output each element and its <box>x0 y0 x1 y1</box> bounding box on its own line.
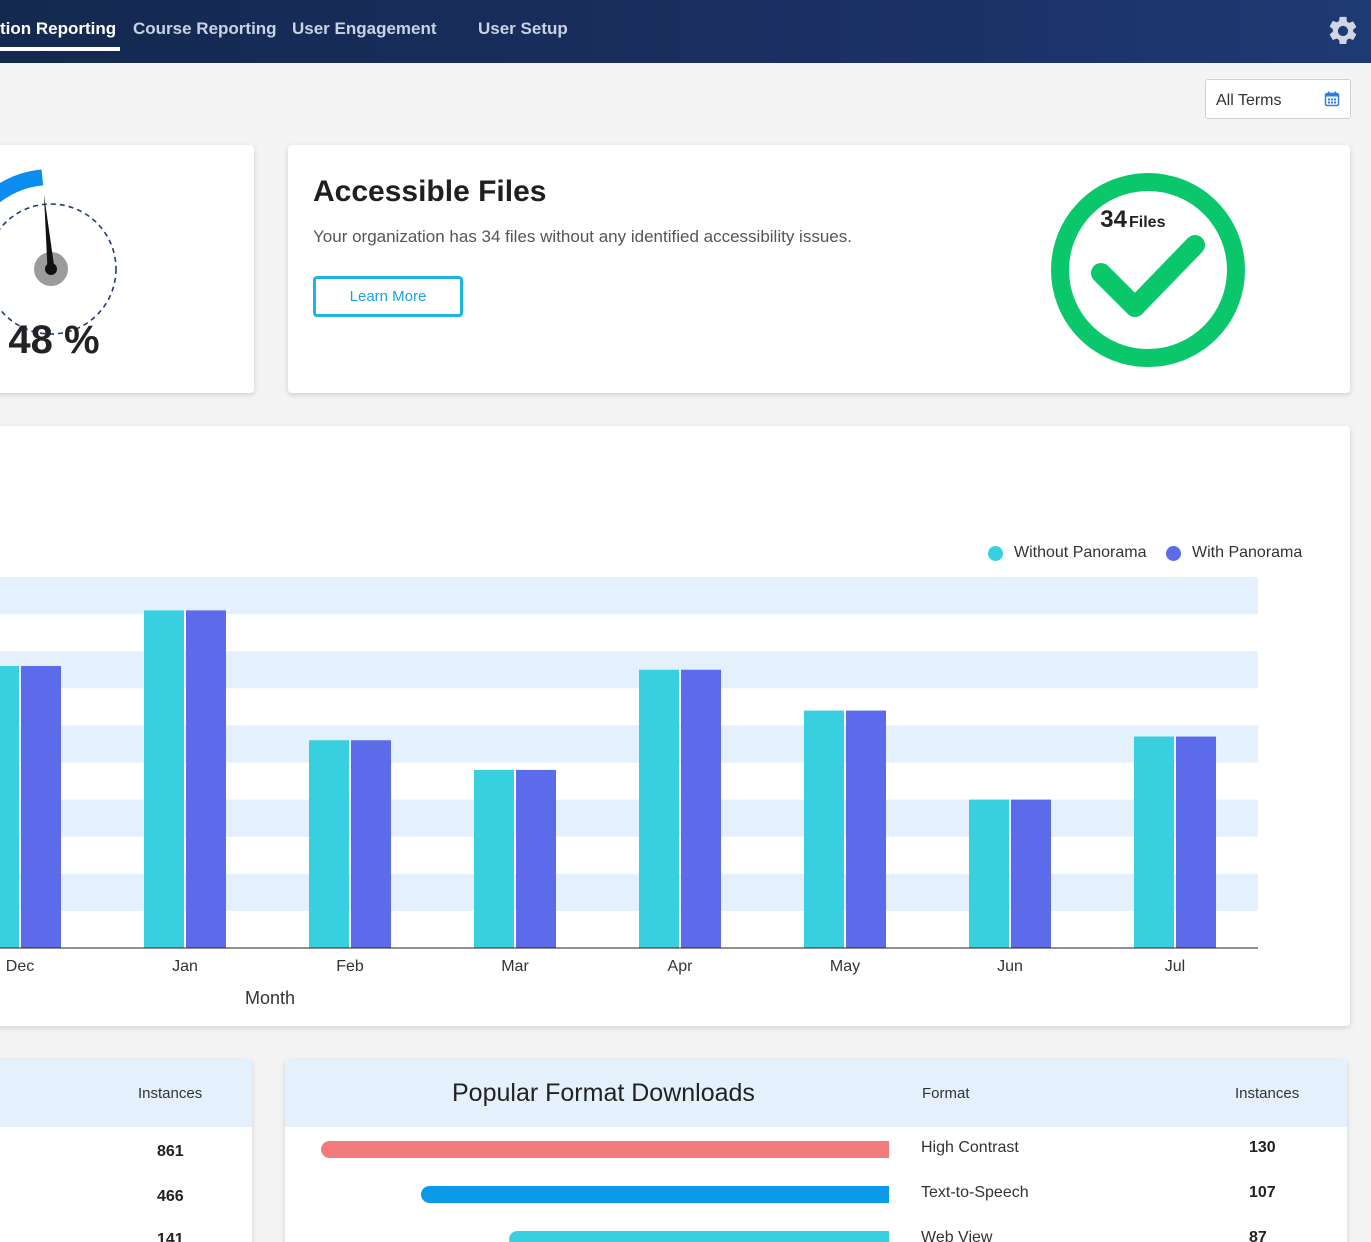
term-filter-dropdown[interactable]: All Terms <box>1205 79 1351 119</box>
format-instances: 87 <box>1249 1229 1267 1242</box>
x-axis-label: Month <box>245 988 295 1008</box>
gauge-inner-dial <box>0 203 117 335</box>
bar-with-panorama-dec <box>21 666 61 948</box>
bar-with-panorama-jun <box>1011 799 1051 948</box>
nav-tab-course-reporting[interactable]: Course Reporting <box>133 0 277 63</box>
bar-without-panorama-feb <box>309 740 349 948</box>
popular-format-downloads-card: Popular Format Downloads Format Instance… <box>285 1059 1347 1242</box>
table-header: Instances <box>0 1059 252 1127</box>
grid-band <box>0 577 1258 615</box>
files-unit-text: Files <box>1129 214 1166 231</box>
x-tick-label: Apr <box>668 958 694 975</box>
bar-with-panorama-mar <box>516 769 556 948</box>
instances-table-card: Instances 861 466 141 <box>0 1059 252 1242</box>
nav-tab-label: User Setup <box>478 19 568 38</box>
nav-tab-user-engagement[interactable]: User Engagement <box>292 0 437 63</box>
bar-without-panorama-may <box>804 710 844 948</box>
bar-with-panorama-feb <box>351 740 391 948</box>
accessible-files-card: Accessible Files Your organization has 3… <box>288 145 1350 393</box>
bar-without-panorama-apr <box>639 669 679 948</box>
monthly-bar-chart-card: Dec Jan Feb Mar Apr May Jun Jul Month Without Pa… <box>0 426 1350 1026</box>
gauge-value-text: 48 % <box>8 318 99 362</box>
format-name: Web View <box>921 1229 993 1242</box>
checkmark-icon <box>1091 235 1205 317</box>
legend-label: Without Panorama <box>1014 544 1147 561</box>
bar-with-panorama-apr <box>681 669 721 948</box>
table-cell-instances: 861 <box>157 1143 184 1160</box>
nav-tab-accessibility-reporting[interactable]: tion Reporting <box>0 0 116 63</box>
format-instances: 107 <box>1249 1184 1276 1201</box>
format-instances: 130 <box>1249 1139 1276 1156</box>
monthly-bar-chart: Dec Jan Feb Mar Apr May Jun Jul Month <box>0 577 1258 1008</box>
legend-label: With Panorama <box>1192 544 1303 561</box>
accessible-files-title: Accessible Files <box>313 175 547 208</box>
format-name: Text-to-Speech <box>921 1184 1029 1201</box>
column-header-instances: Instances <box>1235 1085 1300 1102</box>
bar-without-panorama-jul <box>1134 736 1174 948</box>
nav-tab-label: Course Reporting <box>133 19 277 38</box>
format-name: High Contrast <box>921 1139 1019 1156</box>
bar-with-panorama-jan <box>186 610 226 948</box>
format-bar <box>421 1186 889 1203</box>
gauge-needle <box>43 194 55 270</box>
accessible-files-description: Your organization has 34 files without a… <box>313 227 852 246</box>
bar-with-panorama-jul <box>1176 736 1216 948</box>
learn-more-button[interactable]: Learn More <box>313 276 463 317</box>
top-nav-bar: tion Reporting Course Reporting User Eng… <box>0 0 1371 63</box>
table-cell-instances: 466 <box>157 1188 184 1205</box>
legend-dot <box>988 546 1003 561</box>
x-tick-label: Feb <box>336 958 364 975</box>
calendar-icon <box>1324 91 1340 107</box>
x-tick-label: May <box>830 958 860 975</box>
files-count-text: 34 <box>1100 206 1127 233</box>
x-tick-label: Jul <box>1165 958 1185 975</box>
score-gauge-card: 48 % <box>0 145 254 393</box>
bar-with-panorama-may <box>846 710 886 948</box>
nav-tab-user-setup[interactable]: User Setup <box>478 0 568 63</box>
gauge-hub-center <box>45 263 57 275</box>
format-bar <box>508 1231 889 1242</box>
format-bar <box>321 1141 889 1158</box>
nav-tab-label: tion Reporting <box>0 19 117 38</box>
bar-without-panorama-jun <box>969 799 1009 948</box>
x-tick-label: Mar <box>501 958 529 975</box>
column-header-instances: Instances <box>138 1085 203 1102</box>
popular-formats-title: Popular Format Downloads <box>452 1079 755 1107</box>
table-header: Popular Format Downloads Format Instance… <box>285 1059 1347 1127</box>
active-tab-indicator <box>0 47 120 51</box>
nav-tab-label: User Engagement <box>292 19 437 38</box>
check-circle-icon <box>1051 173 1245 367</box>
column-header-format: Format <box>922 1085 970 1102</box>
bar-without-panorama-mar <box>474 769 514 948</box>
x-tick-label: Jun <box>997 958 1023 975</box>
files-check-badge: 34 Files <box>1051 173 1245 367</box>
gear-icon[interactable] <box>1326 14 1360 48</box>
gauge-progress-arc <box>0 169 44 203</box>
legend-dot <box>1166 546 1181 561</box>
x-tick-label: Jan <box>172 958 198 975</box>
score-gauge: 48 % <box>0 169 117 362</box>
bar-without-panorama-jan <box>144 610 184 948</box>
bar-without-panorama-dec <box>0 666 19 948</box>
table-cell-instances: 141 <box>157 1231 184 1242</box>
x-tick-label: Dec <box>6 958 34 975</box>
term-filter-label: All Terms <box>1216 92 1282 109</box>
